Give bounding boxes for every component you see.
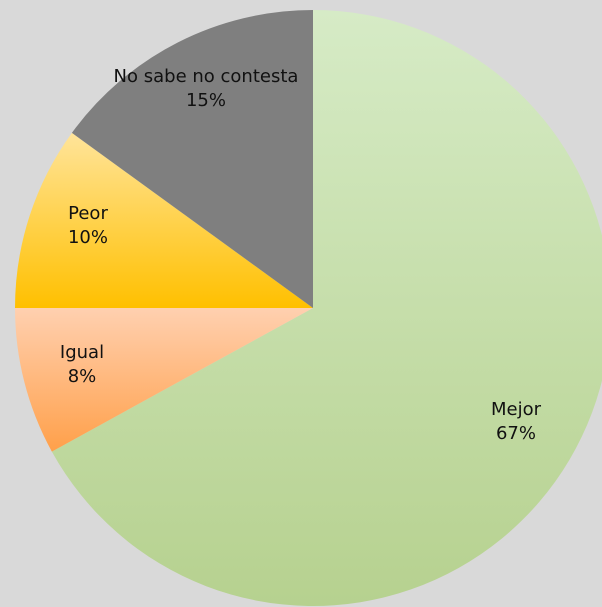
slice-category-label: Peor: [68, 203, 108, 224]
slice-percent-label: 67%: [496, 423, 536, 444]
slice-percent-label: 10%: [68, 227, 108, 248]
pie-slice-mejor: [51, 10, 602, 606]
pie-labels: Mejor 67% Igual 8% Peor 10% No sabe no contest…: [60, 66, 542, 444]
slice-category-label: Mejor: [491, 399, 542, 420]
pie-slice-igual: [14, 308, 313, 452]
slice-category-label: Igual: [60, 342, 104, 363]
slice-percent-label: 15%: [186, 90, 226, 111]
pie-slice-peor: [15, 132, 313, 308]
slice-percent-label: 8%: [68, 366, 97, 387]
pie-slices: [14, 10, 602, 606]
slice-category-label: No sabe no contesta: [114, 66, 299, 87]
pie-slice-no-sabe-no-contesta: [71, 10, 313, 308]
